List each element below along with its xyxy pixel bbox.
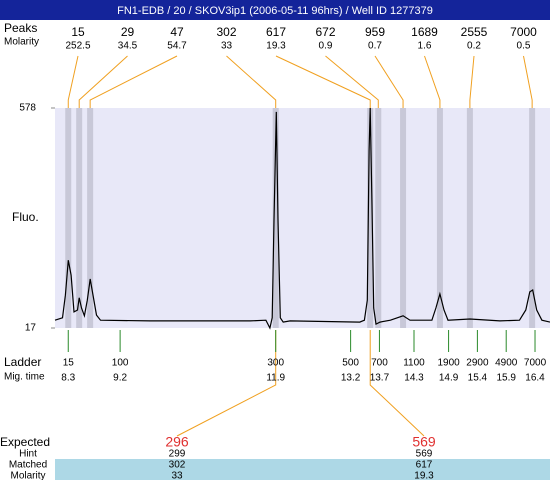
peak-size: 1689 bbox=[411, 25, 438, 39]
ladder-label: Ladder bbox=[4, 355, 41, 369]
peak-size: 2555 bbox=[461, 25, 488, 39]
row-label: Matched bbox=[9, 460, 47, 471]
peak-connector bbox=[275, 55, 371, 108]
expected-value: 296 bbox=[165, 434, 189, 450]
peak-molarity: 54.7 bbox=[167, 41, 187, 52]
molarity-label: Molarity bbox=[4, 37, 39, 48]
row-label: Expected bbox=[0, 435, 50, 449]
title-bar bbox=[0, 0, 550, 20]
molarity-value: 33 bbox=[171, 471, 183, 480]
peak-molarity: 0.5 bbox=[517, 41, 531, 52]
matched-value: 302 bbox=[169, 460, 186, 471]
peak-size: 672 bbox=[315, 25, 335, 39]
row-label: Hint bbox=[19, 449, 37, 460]
y-axis-label: Fluo. bbox=[12, 210, 39, 224]
peak-size: 302 bbox=[216, 25, 236, 39]
y-tick-label: 17 bbox=[25, 323, 37, 334]
ladder-time: 15.9 bbox=[496, 373, 516, 384]
peak-connector bbox=[469, 55, 475, 108]
expected-connector bbox=[176, 330, 277, 437]
ladder-size: 1900 bbox=[437, 358, 460, 369]
peak-band bbox=[76, 108, 83, 328]
peak-connector bbox=[325, 55, 379, 108]
peaks-label: Peaks bbox=[4, 21, 37, 35]
peak-molarity: 252.5 bbox=[65, 41, 90, 52]
ladder-size: 7000 bbox=[524, 358, 547, 369]
ladder-time: 14.3 bbox=[404, 373, 424, 384]
peak-size: 29 bbox=[121, 25, 135, 39]
peak-band bbox=[272, 108, 279, 328]
peak-molarity: 0.7 bbox=[368, 41, 382, 52]
trace bbox=[54, 107, 550, 330]
y-tick-label: 578 bbox=[19, 103, 36, 114]
plot-area bbox=[55, 108, 550, 328]
peak-connector bbox=[67, 55, 79, 108]
peak-band bbox=[65, 108, 72, 328]
peak-molarity: 33 bbox=[221, 41, 233, 52]
peak-molarity: 0.9 bbox=[319, 41, 333, 52]
molarity-value: 19.3 bbox=[414, 471, 434, 480]
ladder-time: 8.3 bbox=[61, 373, 75, 384]
hint-value: 299 bbox=[169, 449, 186, 460]
peak-band bbox=[400, 108, 407, 328]
peak-connector bbox=[226, 55, 277, 108]
peak-size: 959 bbox=[365, 25, 385, 39]
hint-value: 569 bbox=[416, 449, 433, 460]
peak-band bbox=[87, 108, 94, 328]
peak-band bbox=[375, 108, 382, 328]
ladder-size: 100 bbox=[112, 358, 129, 369]
ladder-size: 2900 bbox=[466, 358, 489, 369]
chart-title: FN1-EDB / 20 / SKOV3ip1 (2006-05-11 96hr… bbox=[117, 5, 433, 17]
expected-value: 569 bbox=[412, 434, 436, 450]
peak-connector bbox=[374, 55, 404, 108]
ladder-time: 15.4 bbox=[468, 373, 488, 384]
peak-size: 15 bbox=[71, 25, 85, 39]
row-label: Molarity bbox=[10, 471, 45, 480]
peak-size: 617 bbox=[266, 25, 286, 39]
expected-connector bbox=[369, 330, 425, 437]
peak-size: 7000 bbox=[510, 25, 537, 39]
ladder-size: 700 bbox=[371, 358, 388, 369]
ladder-time: 13.2 bbox=[341, 373, 361, 384]
peak-connector bbox=[89, 55, 178, 108]
peak-molarity: 19.3 bbox=[266, 41, 286, 52]
peak-connector bbox=[424, 55, 441, 108]
peak-molarity: 0.2 bbox=[467, 41, 481, 52]
peak-band bbox=[367, 108, 374, 328]
mig-time-label: Mig. time bbox=[4, 372, 45, 383]
ladder-size: 4900 bbox=[495, 358, 518, 369]
ladder-size: 15 bbox=[63, 358, 75, 369]
ladder-time: 16.4 bbox=[525, 373, 545, 384]
ladder-time: 11.9 bbox=[266, 373, 285, 384]
peak-molarity: 1.6 bbox=[418, 41, 432, 52]
peak-band bbox=[466, 108, 473, 328]
ladder-time: 9.2 bbox=[113, 373, 127, 384]
matched-value: 617 bbox=[416, 460, 433, 471]
peak-connector bbox=[78, 55, 128, 108]
ladder-time: 14.9 bbox=[439, 373, 459, 384]
ladder-size: 500 bbox=[342, 358, 359, 369]
ladder-time: 13.7 bbox=[370, 373, 390, 384]
ladder-size: 300 bbox=[267, 358, 284, 369]
ladder-size: 1100 bbox=[403, 358, 425, 369]
peak-molarity: 34.5 bbox=[118, 41, 138, 52]
peak-band bbox=[436, 108, 443, 328]
peak-connector bbox=[523, 55, 533, 108]
matched-rows-bg bbox=[55, 459, 550, 480]
peak-band bbox=[529, 108, 536, 328]
peak-size: 47 bbox=[170, 25, 184, 39]
